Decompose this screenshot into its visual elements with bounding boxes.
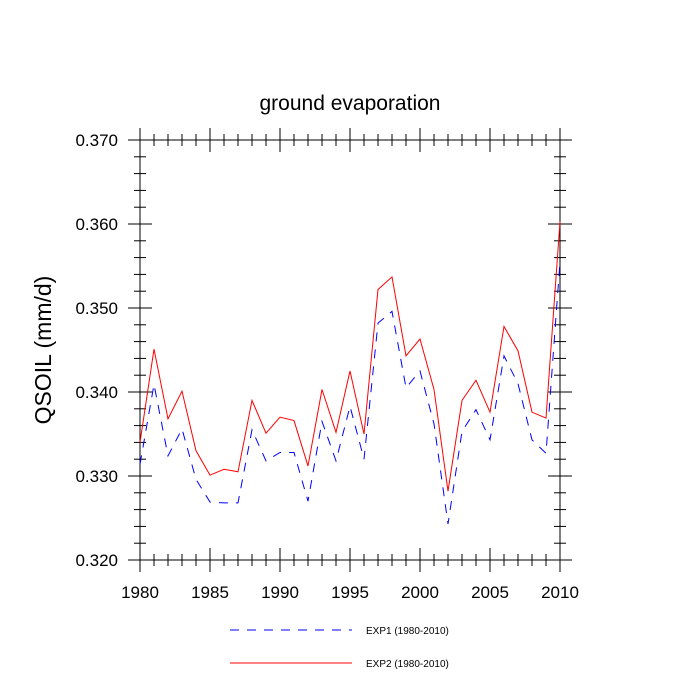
x-tick-label: 1995 — [331, 583, 369, 602]
series-line-exp2 — [139, 221, 561, 492]
legend-label-exp2: EXP2 (1980-2010) — [366, 659, 449, 670]
y-tick-label: 0.350 — [75, 299, 118, 318]
x-tick-labels: 1980 1985 1990 1995 2000 2005 2010 — [121, 583, 579, 602]
y-tick-label: 0.370 — [75, 131, 118, 150]
x-tick-label: 1990 — [261, 583, 299, 602]
legend: EXP1 (1980-2010) EXP2 (1980-2010) — [230, 626, 449, 670]
x-tick-label: 2000 — [401, 583, 439, 602]
chart-title: ground evaporation — [260, 92, 441, 115]
legend-label-exp1: EXP1 (1980-2010) — [366, 626, 449, 637]
y-tick-label: 0.320 — [75, 551, 118, 570]
series-lines — [139, 221, 561, 524]
plot-frame — [139, 139, 561, 561]
y-axis-label: QSOIL (mm/d) — [30, 276, 56, 425]
y-tick-labels: 0.320 0.330 0.340 0.350 0.360 0.370 — [75, 131, 118, 570]
x-tick-label: 2005 — [471, 583, 509, 602]
x-tick-label: 2010 — [541, 583, 579, 602]
y-tick-label: 0.360 — [75, 215, 118, 234]
x-tick-label: 1985 — [191, 583, 229, 602]
y-tick-label: 0.330 — [75, 467, 118, 486]
x-tick-label: 1980 — [121, 583, 159, 602]
series-line-exp1 — [139, 261, 561, 524]
y-tick-label: 0.340 — [75, 383, 118, 402]
axis-ticks — [128, 128, 572, 572]
